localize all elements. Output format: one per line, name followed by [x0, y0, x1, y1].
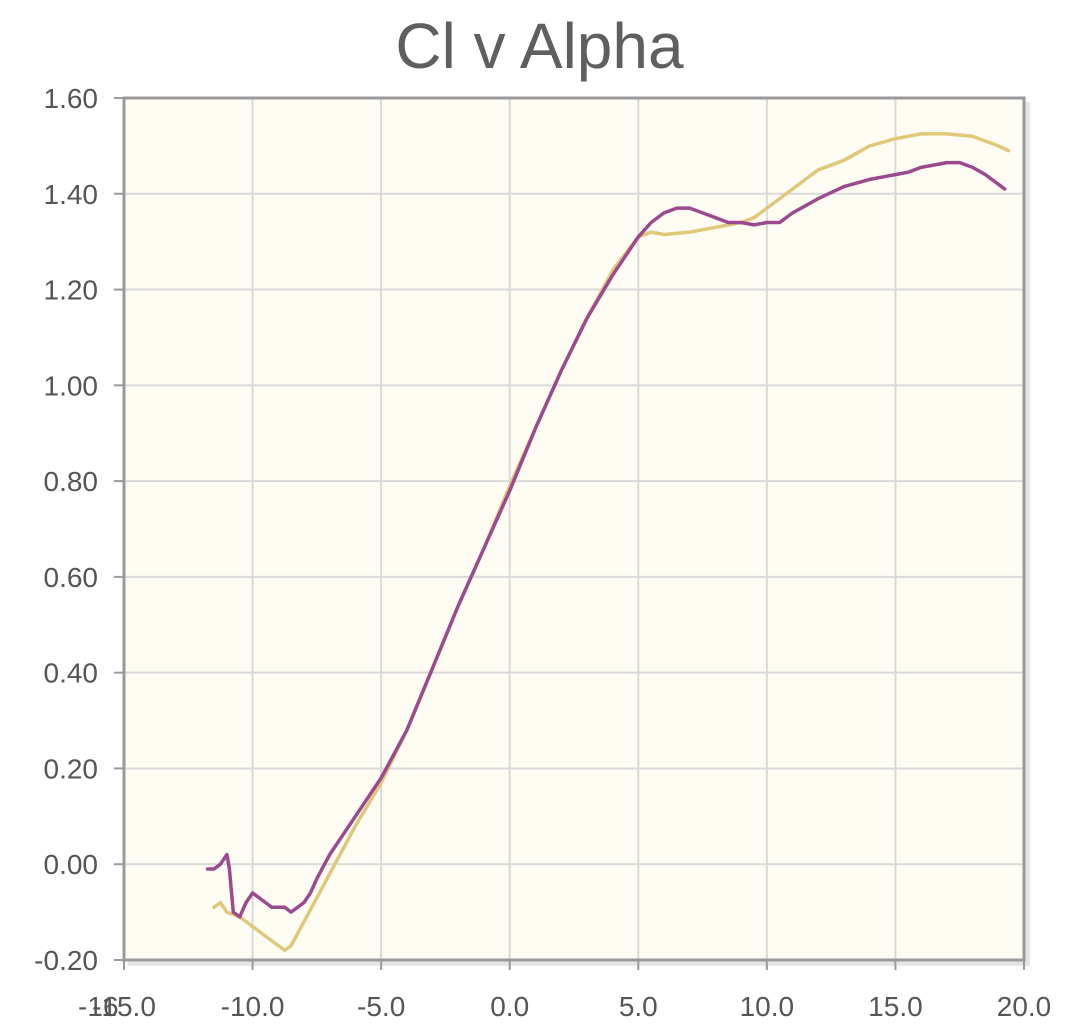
x-axis-ticks: -16-15.0 -10.0 -5.0 0.0 5.0 10.0 15.0 20.0	[78, 960, 1051, 1022]
x-tick-label: -16	[78, 991, 118, 1022]
x-tick-label: 10.0	[740, 991, 795, 1022]
series-line-1	[205, 160, 1007, 919]
y-tick-label: -0.20	[34, 945, 98, 976]
x-tick-label: 15.0	[868, 991, 923, 1022]
x-tick-label: 0.0	[490, 991, 529, 1022]
x-tick-label: -15.0	[92, 991, 156, 1022]
x-tick-label: -10.0	[221, 991, 285, 1022]
y-tick-label: 1.60	[44, 83, 99, 114]
x-tick-label: 5.0	[619, 991, 658, 1022]
chart-title: Cl v Alpha	[395, 10, 684, 82]
y-axis-ticks: 1.60 1.40 1.20 1.00 0.80 0.60 0.40 0.20 0.00 -0.2…	[34, 83, 124, 976]
y-tick-label: 0.40	[44, 658, 99, 689]
y-tick-label: 0.80	[44, 466, 99, 497]
series-layer	[205, 132, 1011, 953]
plot-background	[124, 98, 1024, 960]
y-tick-label: 1.40	[44, 179, 99, 210]
y-tick-label: 1.20	[44, 275, 99, 306]
x-tick-label: 20.0	[997, 991, 1052, 1022]
y-tick-label: 1.00	[44, 370, 99, 401]
y-tick-label: 0.00	[44, 849, 99, 880]
y-tick-label: 0.60	[44, 562, 99, 593]
gridlines	[124, 98, 1024, 960]
x-tick-label: -5.0	[357, 991, 405, 1022]
plot-frame	[122, 96, 1026, 962]
y-tick-label: 0.20	[44, 753, 99, 784]
